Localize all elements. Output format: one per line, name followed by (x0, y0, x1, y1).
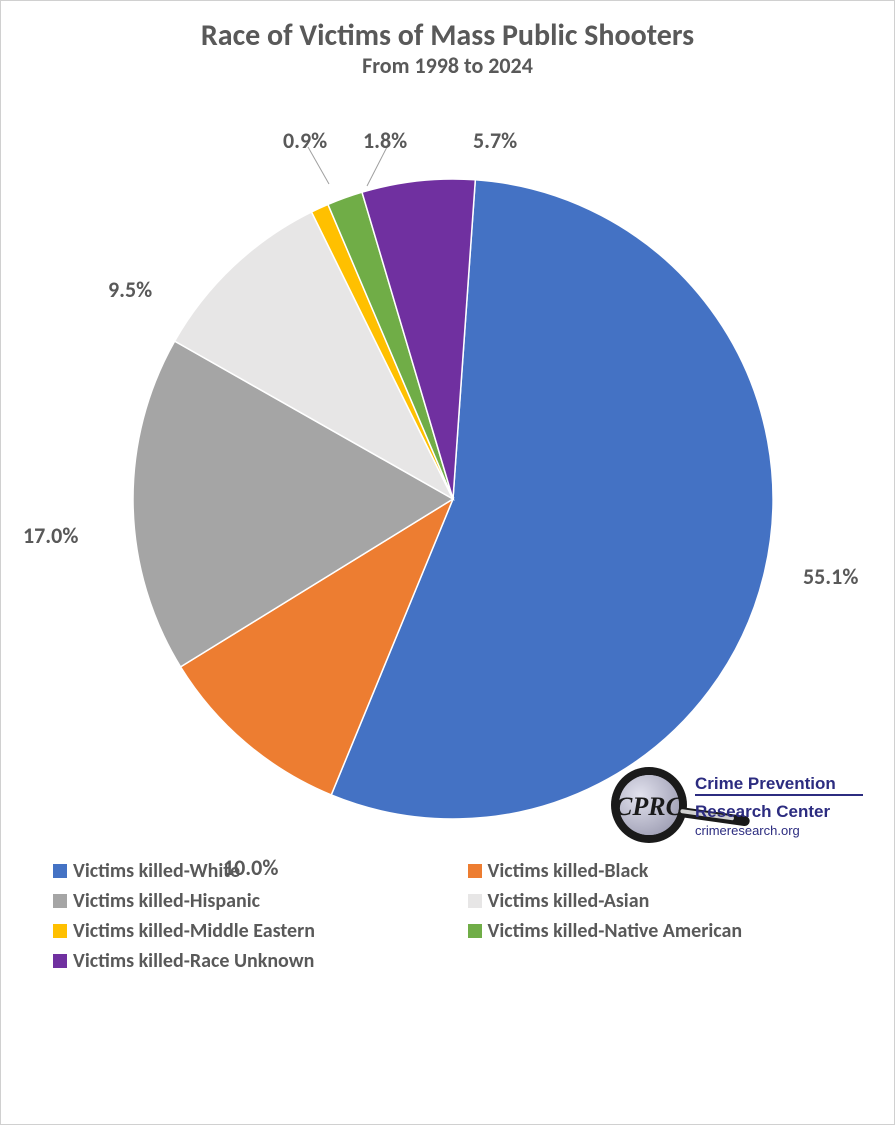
legend-swatch (468, 924, 482, 938)
pie-area: 55.1%10.0%17.0%9.5%0.9%1.8%5.7% CPRC (13, 79, 882, 859)
slice-percent-label: 5.7% (473, 127, 517, 154)
legend-item: Victims killed-Hispanic (53, 889, 448, 913)
legend-label: Victims killed-Middle Eastern (73, 919, 315, 943)
legend-label: Victims killed-Asian (488, 889, 650, 913)
pie-svg (13, 79, 895, 859)
source-logo: CPRC Crime Prevention Research Center cr… (603, 759, 883, 864)
legend-label: Victims killed-Race Unknown (73, 949, 314, 973)
chart-subtitle: From 1998 to 2024 (13, 52, 882, 79)
legend: Victims killed-WhiteVictims killed-Black… (13, 859, 882, 973)
slice-percent-label: 0.9% (283, 127, 327, 154)
legend-item: Victims killed-Native American (468, 919, 863, 943)
slice-percent-label: 10.0% (223, 854, 278, 881)
legend-swatch (468, 864, 482, 878)
logo-line-1: Crime Prevention (695, 774, 836, 793)
chart-container: Race of Victims of Mass Public Shooters … (0, 0, 895, 1125)
slice-percent-label: 17.0% (23, 522, 78, 549)
legend-swatch (53, 864, 67, 878)
chart-titles: Race of Victims of Mass Public Shooters … (13, 17, 882, 79)
legend-item: Victims killed-Middle Eastern (53, 919, 448, 943)
legend-swatch (53, 954, 67, 968)
slice-percent-label: 1.8% (363, 127, 407, 154)
logo-url: crimeresearch.org (695, 823, 800, 838)
slice-percent-label: 55.1% (803, 563, 858, 590)
slice-percent-label: 9.5% (108, 276, 152, 303)
legend-item: Victims killed-Asian (468, 889, 863, 913)
legend-label: Victims killed-Native American (488, 919, 743, 943)
legend-swatch (468, 894, 482, 908)
legend-item: Victims killed-Race Unknown (53, 949, 448, 973)
chart-title: Race of Victims of Mass Public Shooters (13, 17, 882, 54)
logo-abbrev: CPRC (615, 792, 684, 821)
legend-label: Victims killed-Hispanic (73, 889, 260, 913)
legend-label: Victims killed-White (73, 859, 240, 883)
logo-line-2: Research Center (695, 802, 831, 821)
legend-swatch (53, 894, 67, 908)
legend-swatch (53, 924, 67, 938)
